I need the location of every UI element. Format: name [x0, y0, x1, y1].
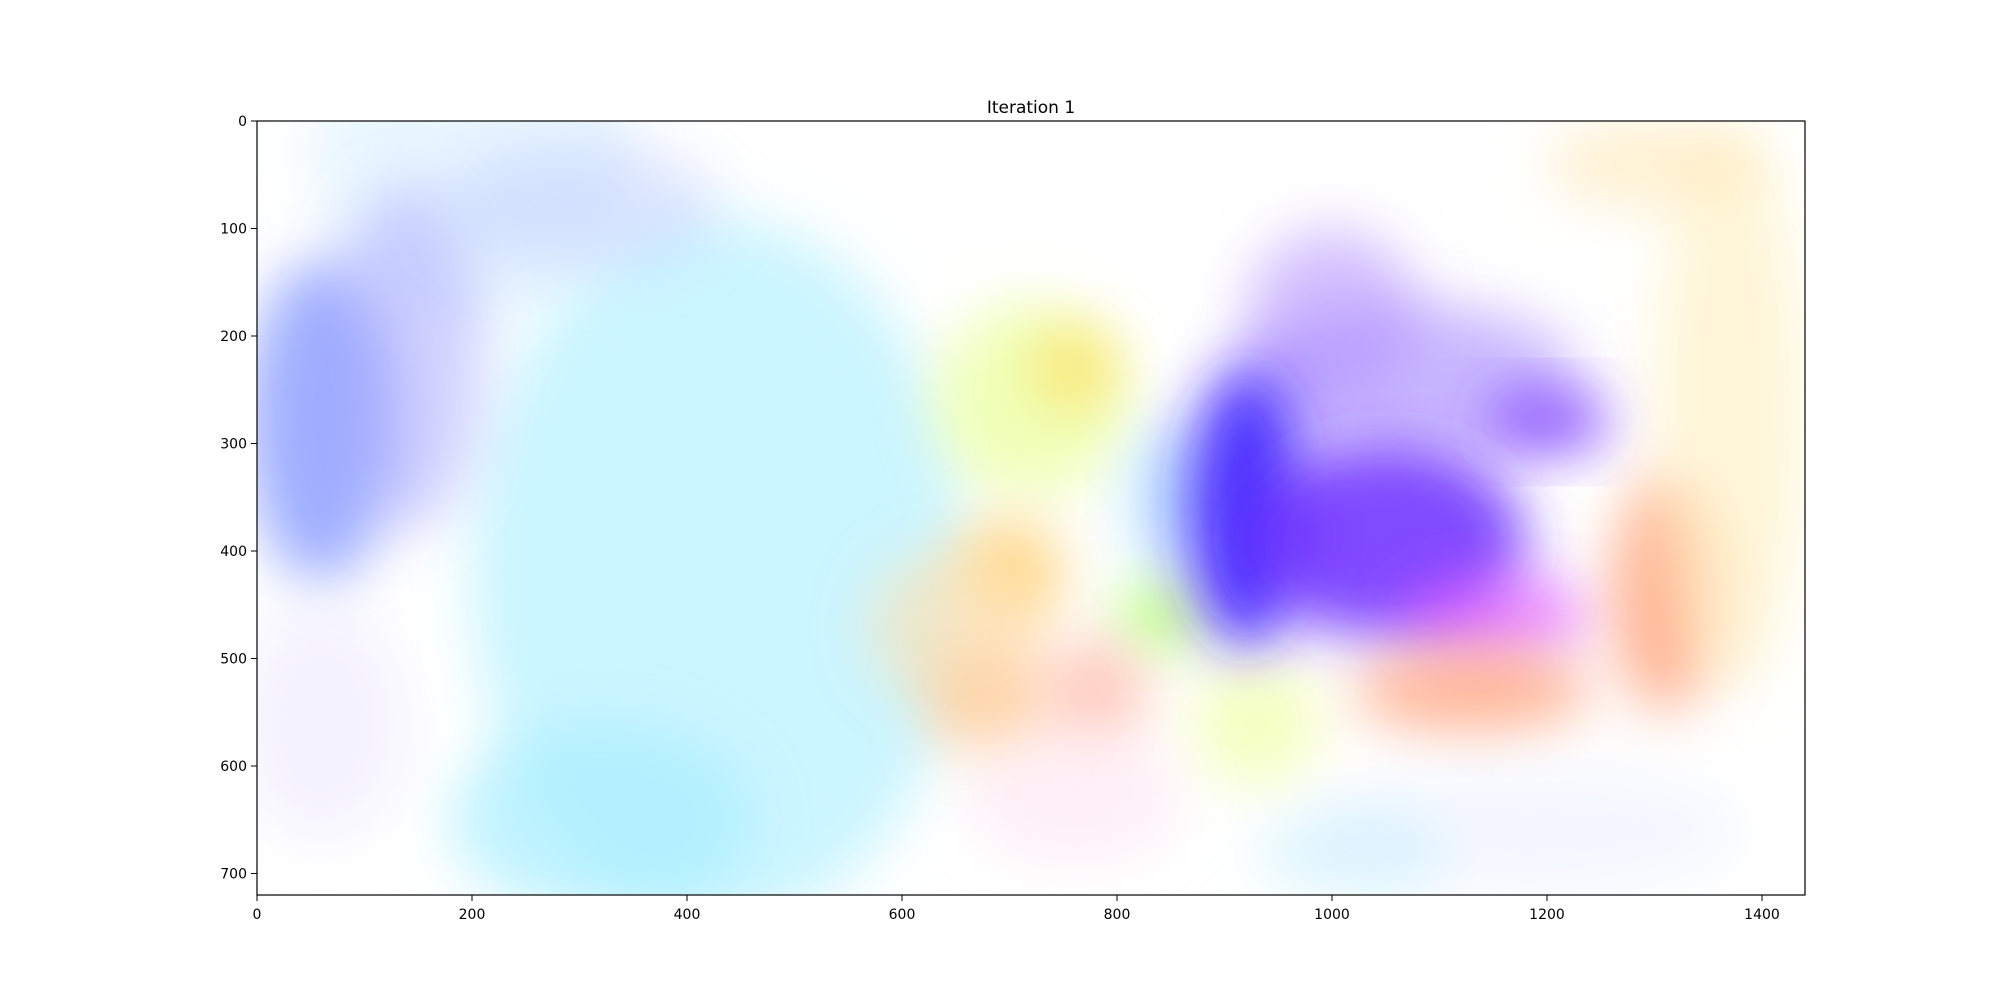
chart-title: Iteration 1 — [987, 98, 1075, 118]
heatmap-region-16 — [966, 733, 1182, 863]
heatmap-region-15 — [1192, 658, 1322, 788]
heatmap-region-8 — [1031, 325, 1117, 412]
heatmap-region-21 — [1482, 389, 1612, 455]
x-axis: 0 200 400 600 800 1000 1200 1400 — [253, 895, 1780, 923]
y-tick-label: 300 — [220, 437, 247, 453]
x-tick-label: 1400 — [1744, 907, 1780, 923]
x-tick-label: 0 — [253, 907, 262, 923]
x-tick-label: 400 — [674, 907, 701, 923]
heatmap-region-11 — [1117, 577, 1203, 654]
x-tick-label: 1200 — [1529, 907, 1565, 923]
x-tick-label: 800 — [1104, 907, 1131, 923]
heatmap-region-4 — [332, 185, 483, 530]
plot-frame — [256, 120, 1806, 896]
heatmap-image — [257, 121, 1805, 895]
y-tick-label: 700 — [220, 867, 247, 883]
y-tick-label: 200 — [220, 329, 247, 345]
heatmap-region-14 — [1041, 637, 1150, 745]
x-tick-label: 200 — [459, 907, 486, 923]
heatmap-region-26 — [1547, 121, 1762, 207]
y-axis: 0 100 200 300 400 500 600 700 — [220, 114, 257, 883]
y-tick-label: 400 — [220, 544, 247, 560]
heatmap-region-25 — [1654, 131, 1805, 691]
heatmap-region-23 — [1353, 647, 1590, 734]
heatmap-region-18 — [1246, 228, 1418, 401]
heatmap-region-2 — [450, 723, 752, 895]
heatmap-region-22 — [1396, 572, 1590, 659]
x-tick-label: 600 — [889, 907, 916, 923]
heatmap-region-28 — [1256, 809, 1451, 895]
heatmap-region-5 — [257, 604, 408, 842]
heatmap-region-6 — [439, 142, 720, 272]
y-tick-label: 600 — [220, 759, 247, 775]
x-tick-label: 1000 — [1314, 907, 1350, 923]
y-tick-label: 100 — [220, 222, 247, 238]
y-tick-label: 500 — [220, 652, 247, 668]
y-tick-label: 0 — [238, 114, 247, 130]
heatmap-region-13 — [923, 647, 1053, 756]
